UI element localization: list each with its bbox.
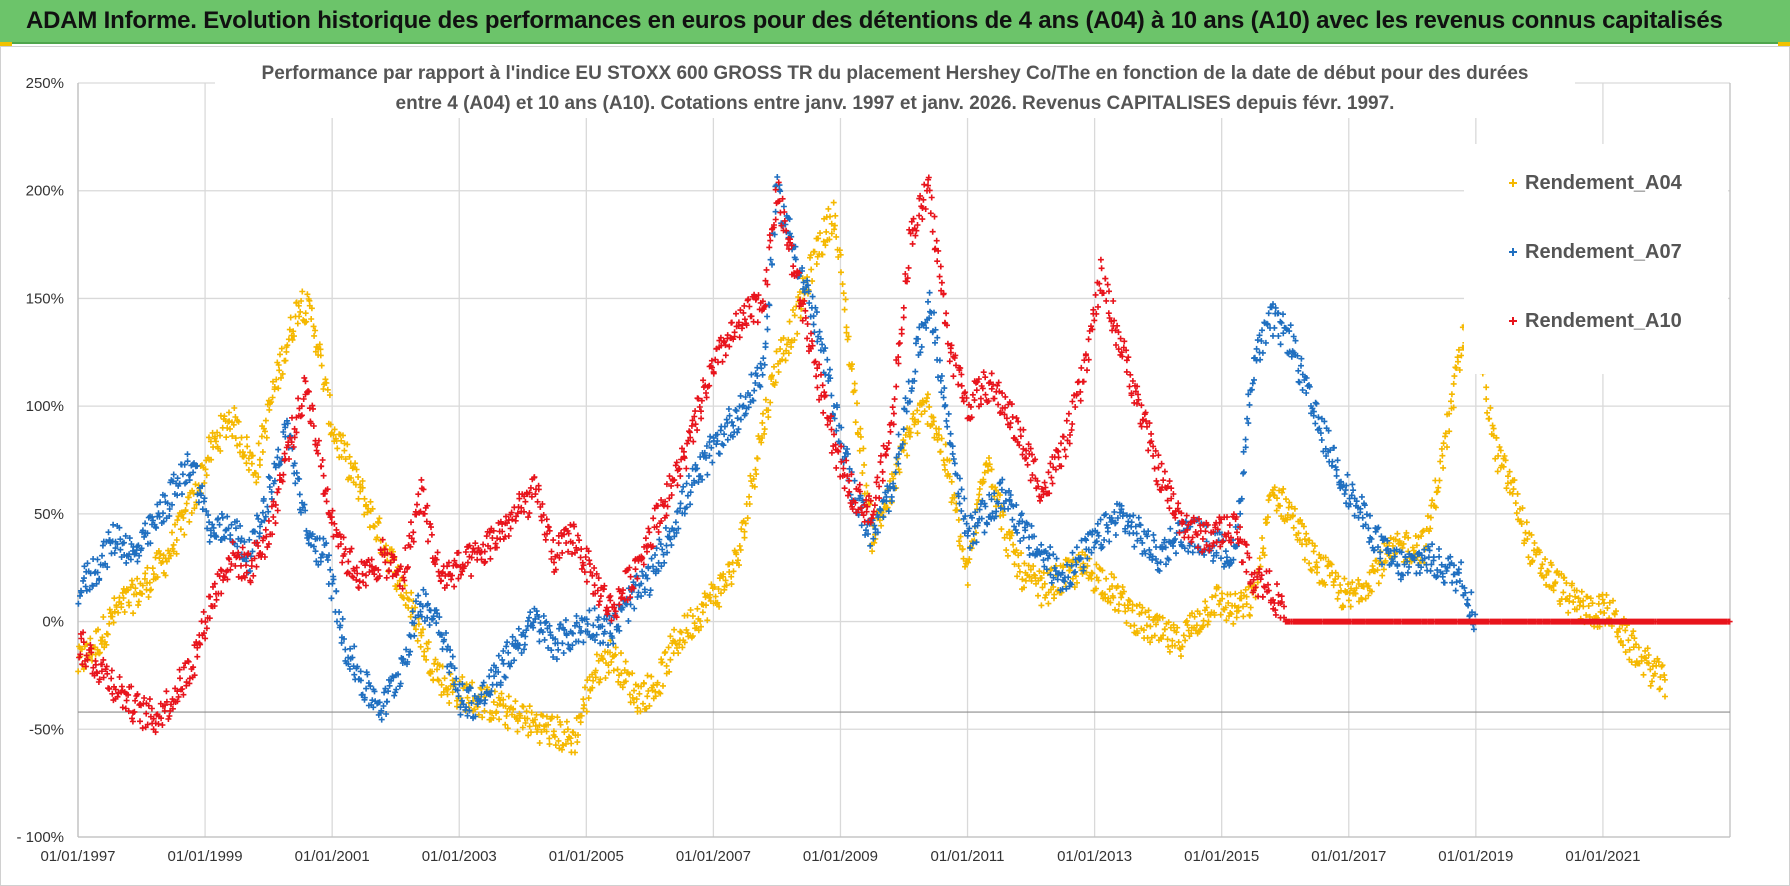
legend-marker-Rendement_A07	[1509, 248, 1517, 256]
series-Rendement_A10	[76, 174, 1733, 736]
corner-mark-right	[1778, 42, 1790, 46]
chart-title-line-2: entre 4 (A04) et 10 ans (A10). Cotations…	[396, 93, 1395, 114]
x-tick-label: 01/01/2005	[549, 848, 624, 865]
x-tick-label: 01/01/2009	[803, 848, 878, 865]
legend: Rendement_A04 Rendement_A07 Rendement_A10	[1464, 144, 1728, 374]
gridlines	[77, 82, 1731, 838]
x-tick-label: 01/01/2007	[676, 848, 751, 865]
y-tick-label: 50%	[34, 506, 64, 523]
y-tick-label: 0%	[42, 614, 64, 631]
legend-marker-Rendement_A04	[1509, 179, 1517, 187]
y-tick-label: 150%	[26, 290, 64, 307]
x-tick-label: 01/01/2011	[931, 848, 1005, 865]
y-tick-label: -50%	[29, 721, 64, 738]
points-Rendement_A04	[75, 199, 1668, 756]
x-tick-label: 01/01/2017	[1311, 848, 1386, 865]
x-tick-label: 01/01/1997	[40, 848, 115, 865]
corner-mark-left	[0, 42, 12, 46]
x-tick-label: 01/01/2015	[1184, 848, 1259, 865]
legend-background	[1464, 144, 1728, 374]
x-tick-label: 01/01/2021	[1565, 848, 1640, 865]
y-tick-label: - 100%	[16, 829, 64, 846]
y-tick-label: 100%	[26, 398, 64, 415]
performance-scatter-chart: - 100% -50% 0% 50% 100% 150% 200% 250% 01/01/199…	[16, 58, 1733, 865]
data-points	[75, 174, 1733, 756]
y-tick-label: 200%	[26, 183, 64, 200]
legend-label-Rendement_A04: Rendement_A04	[1525, 172, 1683, 194]
series-Rendement_A04	[75, 199, 1668, 756]
x-tick-label: 01/01/2019	[1438, 848, 1513, 865]
chart-title: Performance par rapport à l'indice EU ST…	[215, 58, 1575, 118]
chart-title-line-1: Performance par rapport à l'indice EU ST…	[262, 63, 1529, 84]
x-tick-label: 01/01/2003	[422, 848, 497, 865]
legend-label-Rendement_A10: Rendement_A10	[1525, 310, 1682, 332]
y-tick-label: 250%	[26, 75, 64, 92]
x-tick-label: 01/01/2001	[295, 848, 370, 865]
axis-labels: - 100% -50% 0% 50% 100% 150% 200% 250% 01/01/199…	[16, 75, 1640, 865]
chart-title-background	[215, 58, 1575, 118]
x-tick-label: 01/01/2013	[1057, 848, 1132, 865]
points-Rendement_A10	[76, 174, 1733, 736]
legend-marker-Rendement_A10	[1509, 317, 1517, 325]
report-banner: ADAM Informe. Evolution historique des p…	[0, 0, 1790, 44]
banner-title: ADAM Informe. Evolution historique des p…	[26, 7, 1723, 34]
x-tick-label: 01/01/1999	[168, 848, 243, 865]
legend-label-Rendement_A07: Rendement_A07	[1525, 241, 1682, 263]
